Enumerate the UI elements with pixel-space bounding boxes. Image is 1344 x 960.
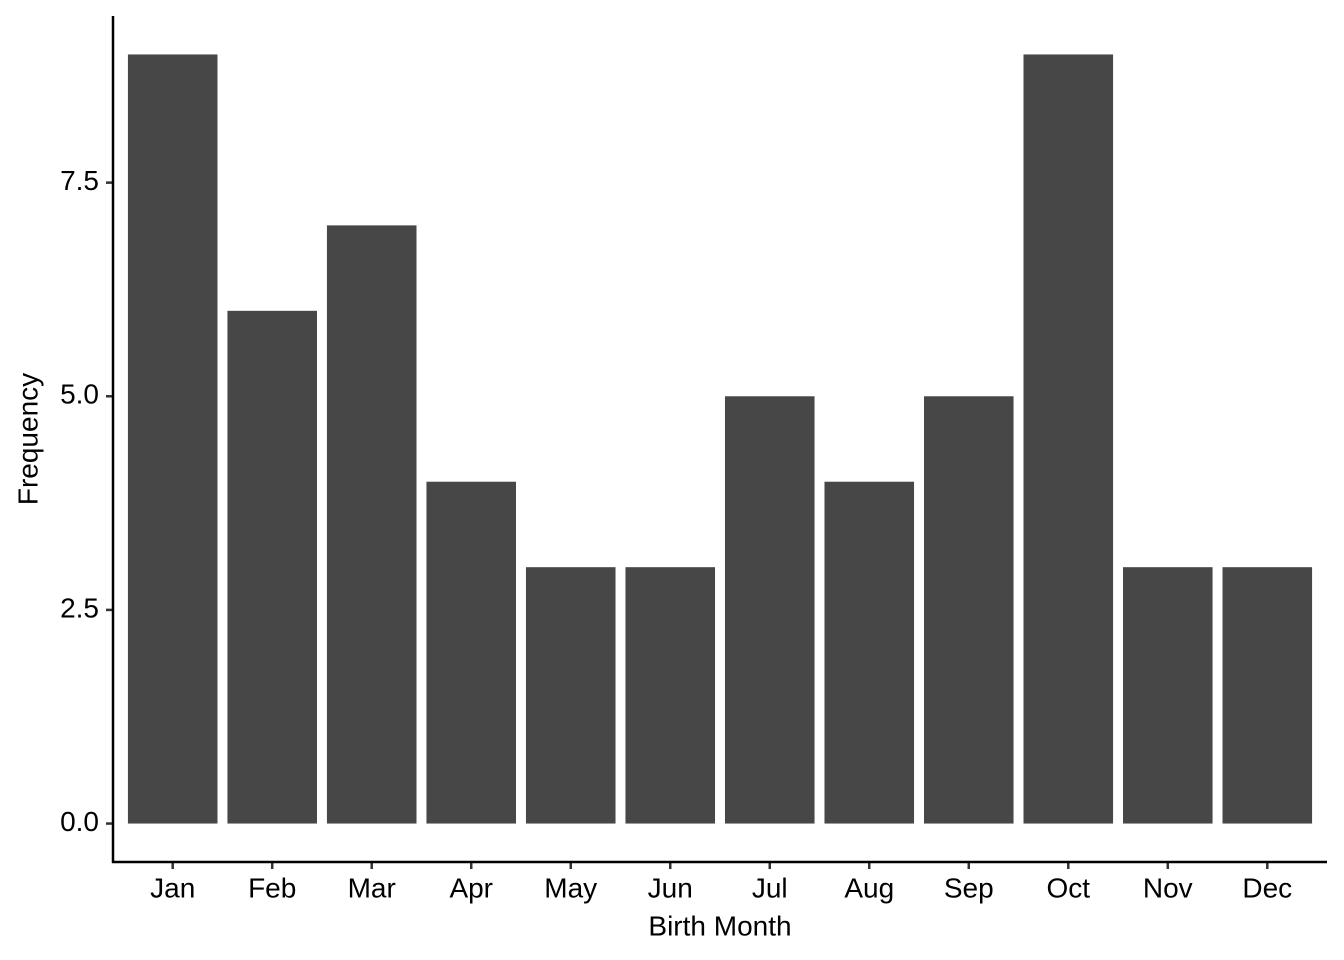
x-tick-label: Sep [944, 872, 994, 903]
y-axis-title: Frequency [12, 373, 43, 505]
bar [1222, 567, 1313, 824]
x-tick-label: Nov [1143, 872, 1193, 903]
x-tick-label: Aug [844, 872, 894, 903]
x-tick-label: Jan [150, 872, 195, 903]
bar [625, 567, 716, 824]
bar [227, 310, 317, 824]
bar [724, 396, 815, 824]
x-axis-title: Birth Month [648, 910, 791, 941]
x-tick-label: Dec [1242, 872, 1292, 903]
x-tick-label: Oct [1046, 872, 1090, 903]
bar [426, 481, 517, 824]
x-tick-label: Apr [449, 872, 493, 903]
bar [326, 225, 417, 824]
x-tick-label: Jul [752, 872, 788, 903]
y-tick-label: 2.5 [60, 592, 99, 623]
bar [923, 396, 1014, 824]
x-tick-label: May [544, 872, 597, 903]
bar [525, 567, 616, 824]
bar [127, 54, 218, 824]
y-tick-label: 0.0 [60, 806, 99, 837]
y-tick-label: 5.0 [60, 379, 99, 410]
x-tick-label: Feb [248, 872, 296, 903]
x-tick-label: Jun [648, 872, 693, 903]
bar [1123, 567, 1213, 824]
x-tick-label: Mar [348, 872, 396, 903]
bar [1023, 54, 1114, 824]
bar [824, 481, 915, 824]
y-tick-label: 7.5 [60, 165, 99, 196]
